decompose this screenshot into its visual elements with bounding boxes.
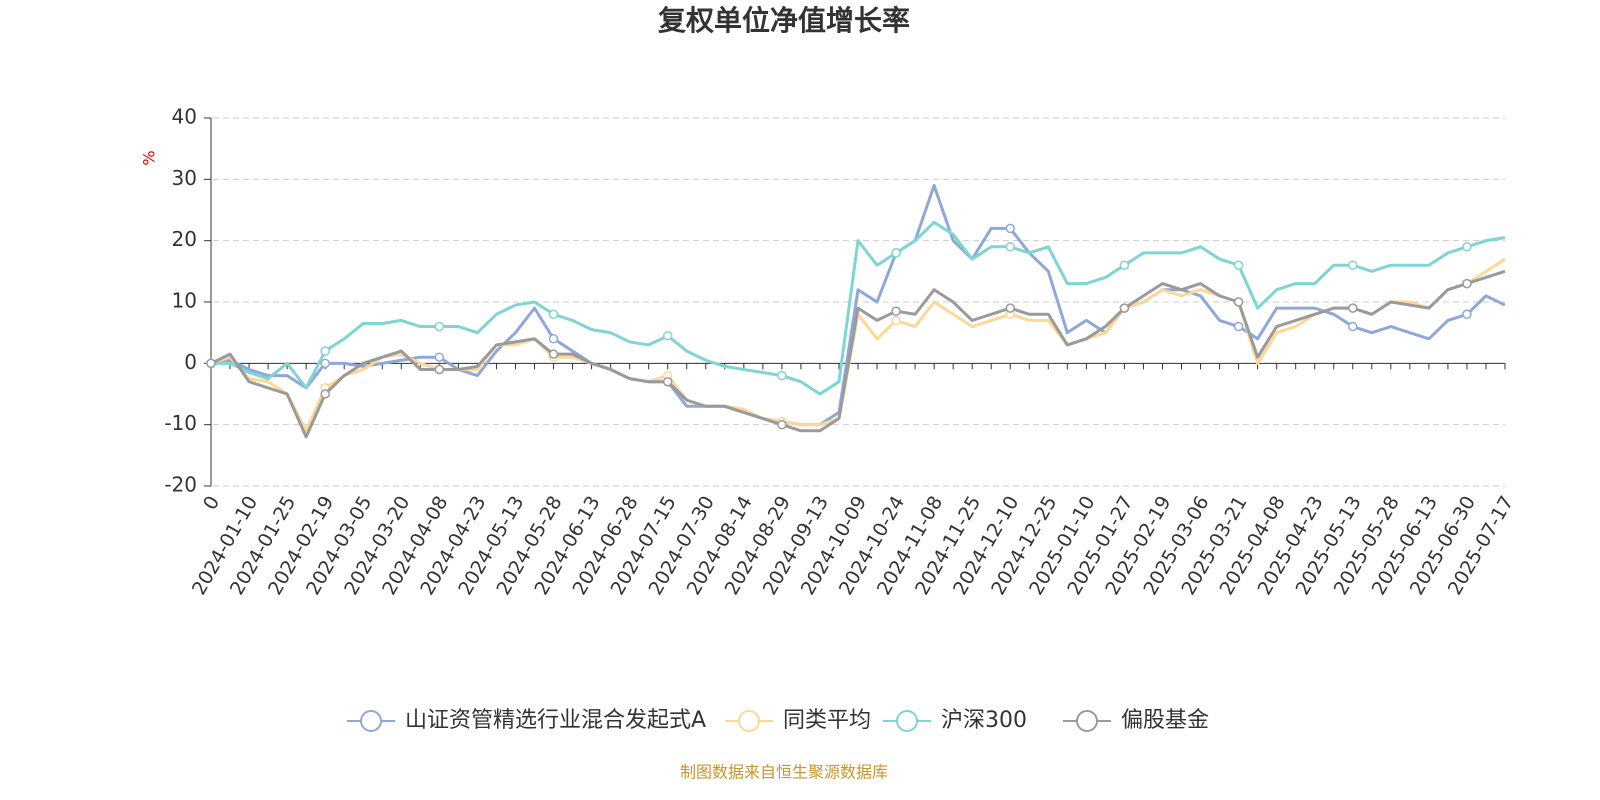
y-tick-label: 0	[184, 350, 197, 374]
legend-label: 山证资管精选行业混合发起式A	[405, 708, 706, 733]
point-marker	[548, 309, 559, 320]
y-tick-label: 40	[172, 105, 197, 129]
y-tick-label: -20	[164, 473, 197, 497]
point-marker	[891, 306, 901, 316]
chart-title: 复权单位净值增长率	[658, 4, 910, 37]
point-marker	[1005, 242, 1015, 252]
source-note: 制图数据来自恒生聚源数据库	[680, 763, 888, 782]
point-marker	[320, 358, 330, 369]
point-marker	[891, 248, 901, 258]
legend-label: 偏股基金	[1121, 708, 1209, 733]
point-marker	[1348, 303, 1358, 313]
series-line	[211, 220, 1506, 396]
series-line	[210, 269, 1506, 439]
point-marker	[1348, 321, 1358, 332]
point-marker	[777, 419, 787, 430]
point-marker	[206, 358, 216, 369]
legend-marker	[738, 710, 760, 732]
point-marker	[1119, 303, 1130, 313]
point-marker	[548, 349, 559, 359]
point-marker	[891, 315, 901, 326]
legend-label: 沪深300	[941, 708, 1027, 733]
point-marker	[1005, 303, 1015, 313]
point-marker	[1348, 260, 1358, 270]
point-marker	[1233, 297, 1244, 307]
point-marker	[1462, 309, 1472, 320]
point-marker	[1119, 260, 1130, 270]
point-marker	[1462, 242, 1472, 252]
legend-marker	[1076, 710, 1098, 732]
point-marker	[434, 364, 445, 375]
y-tick-label: 10	[172, 289, 197, 313]
point-marker	[434, 352, 445, 362]
legend-label: 同类平均	[783, 708, 871, 733]
point-marker	[434, 321, 445, 332]
point-marker	[1233, 260, 1244, 270]
legend-marker	[360, 710, 382, 732]
y-tick-label: 30	[172, 166, 197, 190]
y-axis-label: %	[140, 150, 159, 165]
series-line	[210, 183, 1506, 427]
legend-marker	[896, 710, 918, 732]
point-marker	[662, 376, 673, 387]
point-marker	[662, 330, 673, 341]
point-marker	[1462, 278, 1472, 289]
point-marker	[777, 370, 787, 381]
y-tick-label: -10	[164, 411, 197, 435]
point-marker	[320, 346, 330, 356]
point-marker	[320, 389, 330, 399]
x-tick-label: 0	[199, 492, 224, 513]
point-marker	[548, 334, 559, 344]
point-marker	[1005, 223, 1015, 234]
y-tick-label: 20	[172, 227, 197, 251]
point-marker	[1233, 321, 1244, 332]
